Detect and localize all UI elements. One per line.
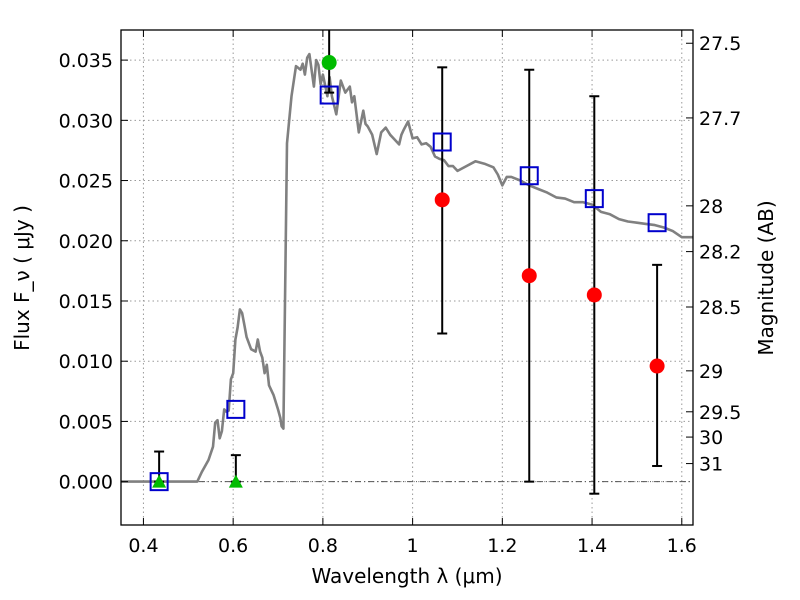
upper-limit-point: [152, 474, 167, 488]
mag-tick-label: 28.2: [699, 242, 741, 264]
mag-tick-label: 31: [699, 454, 723, 476]
sed-model-line: [121, 52, 693, 483]
x-tick-label: 1: [407, 535, 419, 557]
detection-point: [521, 268, 537, 284]
marker-layer: [149, 55, 667, 492]
model-square-point: [226, 399, 246, 419]
mag-tick-label: 28: [699, 196, 723, 218]
detection-point: [649, 358, 665, 374]
mag-tick-label: 27.7: [699, 108, 741, 130]
y-tick-label: 0.035: [59, 50, 113, 72]
model-square-point: [149, 472, 169, 492]
mag-tick-label: 29: [699, 361, 723, 383]
y-tick-label: 0.000: [59, 472, 113, 494]
y-tick-label: 0.005: [59, 411, 113, 433]
model-square-point: [432, 132, 452, 152]
x-axis-title: Wavelength λ (μm): [311, 564, 502, 588]
detection-point: [586, 287, 602, 303]
x-tick-label: 1.4: [577, 535, 607, 557]
x-tick-label: 1.2: [487, 535, 517, 557]
x-tick-label: 0.6: [218, 535, 248, 557]
x-tick-label: 1.6: [667, 535, 697, 557]
upper-limit-point: [228, 474, 243, 488]
detection-point: [434, 192, 450, 208]
y-tick-label: 0.015: [59, 291, 113, 313]
x-tick-label: 0.4: [128, 535, 158, 557]
grid: [121, 30, 693, 525]
mag-tick-label: 28.5: [699, 297, 741, 319]
model-square-point: [519, 166, 539, 186]
y-tick-label: 0.025: [59, 171, 113, 193]
y-tick-label: 0.020: [59, 231, 113, 253]
y-axis-title: Flux F_ν ( μJy ): [10, 205, 34, 351]
sed-line-layer: [121, 52, 693, 483]
model-square-point: [647, 213, 667, 233]
plot-frame: [120, 29, 694, 526]
mag-tick-label: 27.5: [699, 33, 741, 55]
y-tick-label: 0.030: [59, 110, 113, 132]
mag-tick-label: 30: [699, 427, 723, 449]
model-square-point: [584, 189, 604, 209]
x-tick-label: 0.8: [308, 535, 338, 557]
optical-detection-point: [321, 55, 337, 71]
y-axis-right-title: Magnitude (AB): [754, 200, 778, 355]
tick-layer: 0.4 0.6 0.8 1 1.2 1.4 1.6 0.000 0.005 0.010 0.015 0…: [59, 30, 741, 557]
model-square-point: [319, 85, 339, 105]
error-bar-layer: [154, 30, 663, 495]
y-tick-label: 0.010: [59, 351, 113, 373]
mag-tick-label: 29.5: [699, 402, 741, 424]
